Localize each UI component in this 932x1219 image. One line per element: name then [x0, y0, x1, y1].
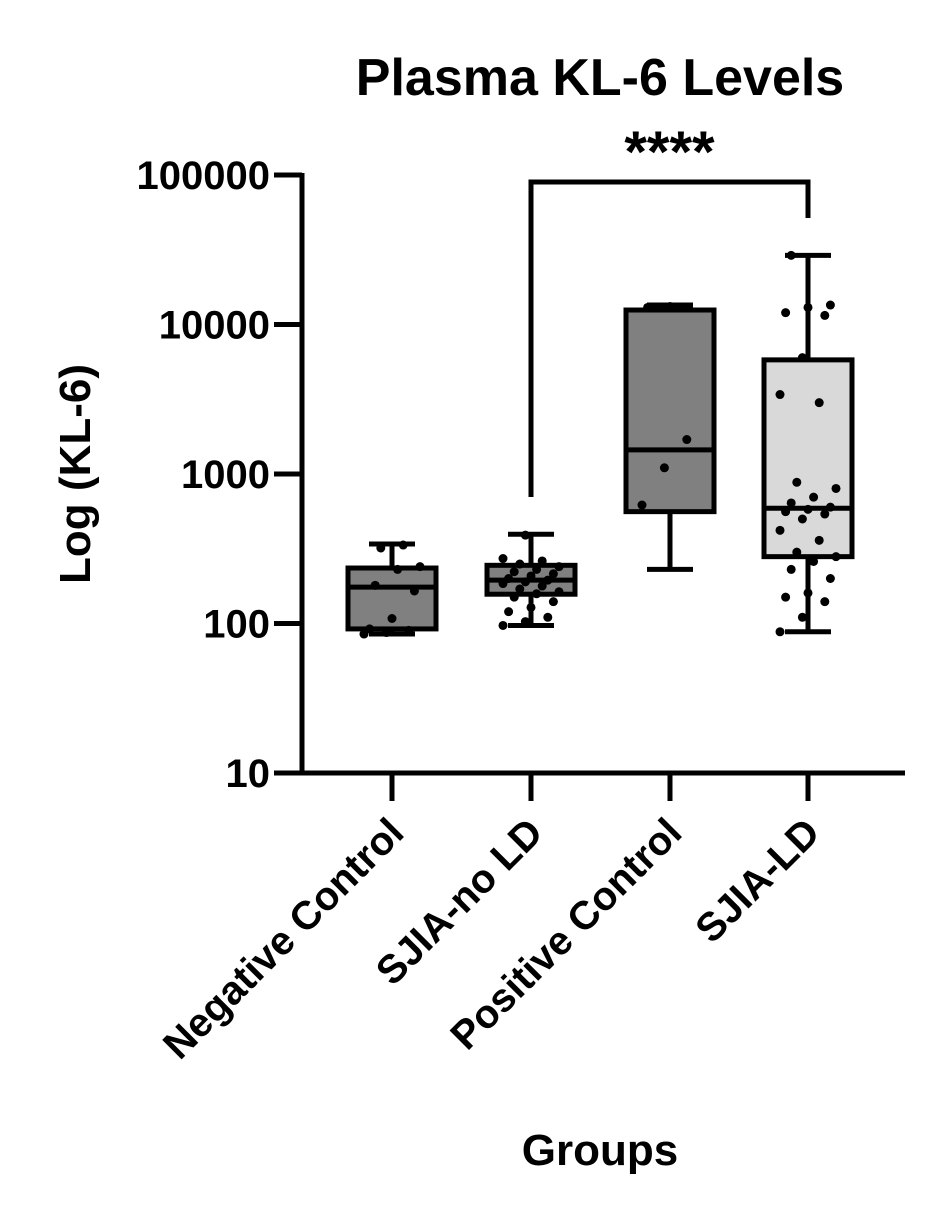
- data-point: [532, 564, 542, 574]
- y-tick-label: 100: [203, 603, 270, 647]
- data-point: [370, 580, 380, 590]
- data-point: [781, 592, 791, 602]
- data-point: [537, 556, 547, 566]
- data-point: [797, 353, 807, 363]
- data-point: [781, 308, 791, 318]
- data-point: [548, 569, 558, 579]
- data-point: [775, 390, 785, 400]
- chart-title: Plasma KL-6 Levels: [356, 49, 844, 107]
- data-point: [814, 535, 824, 545]
- x-category-label: Negative Control: [155, 810, 412, 1067]
- data-point: [376, 543, 386, 553]
- data-point: [820, 509, 830, 519]
- data-point: [797, 514, 807, 524]
- data-point: [381, 628, 391, 638]
- data-point: [637, 500, 647, 510]
- data-point: [520, 577, 530, 587]
- x-category-label: SJIA-LD: [687, 810, 828, 951]
- data-point: [643, 302, 653, 312]
- data-point: [509, 567, 519, 577]
- y-tick-label: 100000: [137, 154, 270, 198]
- data-point: [803, 504, 813, 514]
- data-point: [786, 498, 796, 508]
- y-tick-label: 10000: [159, 304, 270, 348]
- data-point: [509, 592, 519, 602]
- y-tick-label: 10: [226, 752, 271, 796]
- data-point: [554, 587, 564, 597]
- data-point: [515, 559, 525, 569]
- data-point: [792, 547, 802, 557]
- box-iqr: [623, 307, 717, 515]
- data-point: [814, 398, 824, 408]
- data-point: [809, 556, 819, 566]
- data-point: [554, 562, 564, 572]
- data-point: [548, 597, 558, 607]
- data-point: [520, 530, 530, 540]
- data-point: [543, 575, 553, 585]
- data-point: [797, 612, 807, 622]
- data-point: [831, 552, 841, 562]
- data-point: [409, 586, 419, 596]
- data-point: [365, 624, 375, 634]
- data-point: [537, 581, 547, 591]
- data-point: [820, 597, 830, 607]
- data-point: [825, 502, 835, 512]
- data-point: [532, 589, 542, 599]
- data-point: [415, 562, 425, 572]
- data-point: [803, 588, 813, 598]
- data-point: [504, 573, 514, 583]
- data-point: [825, 300, 835, 310]
- data-point: [520, 617, 530, 627]
- data-point: [786, 250, 796, 260]
- data-point: [659, 463, 669, 473]
- data-point: [809, 492, 819, 502]
- data-point: [820, 310, 830, 320]
- data-point: [682, 435, 692, 445]
- data-point: [515, 584, 525, 594]
- y-axis-label: Log (KL-6): [51, 364, 100, 584]
- data-point: [393, 564, 403, 574]
- data-point: [398, 540, 408, 550]
- data-point: [498, 620, 508, 630]
- data-point: [831, 483, 841, 493]
- x-axis-label: Groups: [522, 1126, 678, 1175]
- data-point: [526, 602, 536, 612]
- data-point: [775, 627, 785, 637]
- significance-bracket: [528, 179, 811, 497]
- data-point: [781, 507, 791, 517]
- data-point: [665, 301, 675, 311]
- data-point: [792, 477, 802, 487]
- data-point: [387, 614, 397, 624]
- significance-label: ****: [624, 120, 715, 185]
- plot-area: 10 100 1000 10000 100000 Negative Control SJIA…: [137, 120, 905, 1068]
- data-point: [498, 554, 508, 564]
- data-point: [825, 573, 835, 583]
- x-category-label: Positive Control: [442, 810, 690, 1058]
- y-tick-label: 1000: [181, 453, 270, 497]
- data-point: [504, 607, 514, 617]
- data-point: [775, 525, 785, 535]
- data-point: [404, 625, 414, 635]
- data-point: [526, 571, 536, 581]
- data-point: [786, 564, 796, 574]
- data-point: [543, 612, 553, 622]
- data-point: [803, 302, 813, 312]
